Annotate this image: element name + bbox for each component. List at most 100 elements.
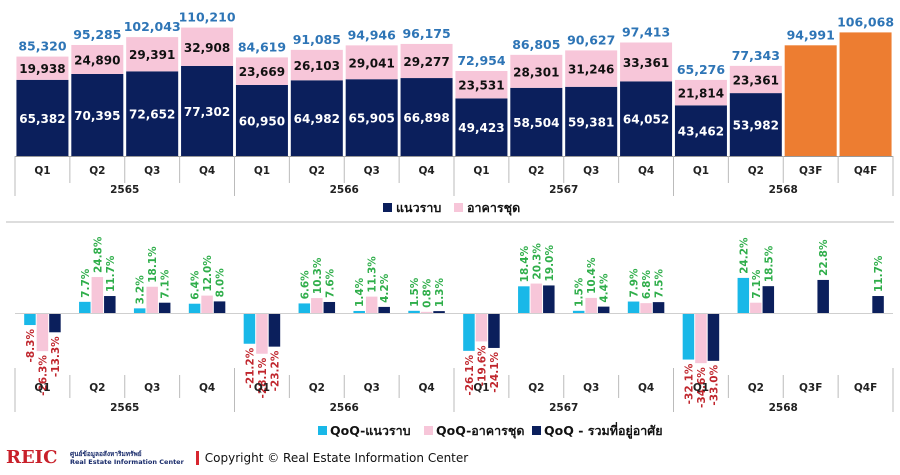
quarter-tick-label: Q2 <box>748 165 764 177</box>
qoq-bar <box>79 301 91 313</box>
qoq-bar-label: -28.1% <box>257 357 269 398</box>
bar-label-condo: 24,890 <box>74 53 120 67</box>
bottom-chart-legend: QoQ-แนวราบ QoQ-อาคารชุด QoQ - รวมที่อยู่อา… <box>318 422 663 439</box>
quarter-tick-label: Q4 <box>638 382 654 394</box>
qoq-bar-label: 6.8% <box>641 270 653 300</box>
legend-label-qoq: QoQ-อาคารชุด <box>436 423 524 439</box>
quarter-tick-label: Q1 <box>254 165 270 177</box>
top-chart-axis: Q1 Q2 Q3 Q4 Q1 Q2 Q3 Q4 Q1 Q2 Q3 Q4 Q1 Q2 Q3F Q4F 2565 25… <box>14 156 894 196</box>
qoq-bar-label: 1.5% <box>574 277 586 307</box>
qoq-bar-label: 1.4% <box>354 277 366 307</box>
bar-label-detached: 49,423 <box>458 121 504 135</box>
year-tick-label: 2565 <box>110 184 139 196</box>
bar-segment-condo <box>565 50 618 87</box>
qoq-bar-label: 7.9% <box>629 268 641 298</box>
qoq-bar <box>408 310 420 313</box>
quarter-tick-label: Q2 <box>309 382 325 394</box>
qoq-bar <box>488 313 500 348</box>
bar-segment-condo <box>620 42 673 82</box>
qoq-bar-label: 6.4% <box>190 270 202 300</box>
qoq-bar-label: 7.1% <box>160 269 172 299</box>
logo-text: ศูนย์ข้อมูลอสังหาริมทรัพย์ Real Estate I… <box>70 450 184 466</box>
qoq-bar-label: -32.1% <box>683 363 695 404</box>
bar-total-label: 106,068 <box>837 14 894 29</box>
legend-swatch-qoq <box>532 426 541 435</box>
year-tick-label: 2565 <box>110 402 139 414</box>
bar-total-label: 90,627 <box>567 32 615 47</box>
bar-total-label: 96,175 <box>402 26 450 41</box>
bar-label-condo: 19,938 <box>19 62 65 76</box>
quarter-tick-label: Q2 <box>528 165 544 177</box>
bar-label-condo: 33,361 <box>623 56 669 70</box>
bar-label-detached: 64,052 <box>623 113 669 127</box>
qoq-bar <box>268 313 281 347</box>
bar-total-label: 85,320 <box>18 39 67 54</box>
legend-swatch-condo <box>454 203 463 212</box>
stacked-bar-chart: 65,382 19,938 85,320 70,395 24,890 95,285 72,6… <box>16 10 894 156</box>
bar-label-condo: 31,246 <box>568 63 614 77</box>
quarter-tick-label: Q1 <box>473 382 489 394</box>
year-tick-label: 2568 <box>769 402 798 414</box>
bar-segment-condo <box>729 65 782 94</box>
bar-total-label: 86,805 <box>512 37 560 52</box>
qoq-bar <box>49 313 61 333</box>
bar-label-detached: 53,982 <box>733 119 779 133</box>
bar-total-label: 94,991 <box>787 27 835 42</box>
bar-label-condo: 28,301 <box>513 65 559 79</box>
qoq-bar <box>311 298 323 313</box>
quarter-tick-label: Q4F <box>854 382 877 394</box>
bar-label-condo: 32,908 <box>184 41 230 55</box>
bar-segment-detached <box>16 79 69 156</box>
qoq-bar-label: 18.5% <box>763 245 775 282</box>
bar-label-condo: 23,669 <box>239 65 285 79</box>
bar-total-label: 94,946 <box>348 27 397 42</box>
qoq-bar-label: -26.1% <box>464 354 476 395</box>
qoq-bar-label: 4.4% <box>599 273 611 303</box>
bar-segment-detached <box>620 81 673 156</box>
quarter-tick-label: Q4F <box>854 165 877 177</box>
qoq-bar <box>475 313 488 342</box>
qoq-bar-label: 0.8% <box>422 278 434 308</box>
qoq-bar-label: 11.7% <box>105 255 117 292</box>
quarter-tick-label: Q1 <box>34 382 50 394</box>
quarter-tick-label: Q4 <box>418 382 434 394</box>
qoq-bar <box>543 285 555 313</box>
bar-label-condo: 21,814 <box>678 87 724 101</box>
legend-label-condo: อาคารชุด <box>467 200 520 216</box>
qoq-bar <box>652 302 665 313</box>
bar-total-label: 91,085 <box>293 32 341 47</box>
qoq-bar <box>36 313 49 352</box>
bar-forecast <box>839 32 892 156</box>
qoq-bar-label: -33.0% <box>708 364 720 405</box>
legend-swatch-qoq <box>424 426 433 435</box>
quarter-tick-label: Q3 <box>583 165 599 177</box>
qoq-bar <box>585 297 597 313</box>
qoq-bar <box>597 306 610 313</box>
qoq-bar-label: -26.3% <box>37 355 49 396</box>
qoq-bar-label: 7.7% <box>80 268 92 298</box>
bar-segment-detached <box>71 73 124 156</box>
bar-total-label: 95,285 <box>73 27 121 42</box>
bar-forecast <box>784 45 837 156</box>
bar-segment-condo <box>290 49 343 81</box>
bar-label-detached: 66,898 <box>403 111 449 125</box>
qoq-bar-label: -19.6% <box>476 345 488 386</box>
bar-label-detached: 72,652 <box>129 108 175 122</box>
qoq-bar <box>323 301 336 313</box>
bar-label-condo: 29,277 <box>403 55 449 69</box>
bar-total-label: 97,413 <box>622 24 670 39</box>
qoq-bar-label: 24.2% <box>738 237 750 274</box>
logo-line-english: Real Estate Information Center <box>70 458 184 466</box>
qoq-bar-label: 10.3% <box>312 257 324 294</box>
qoq-bar-label: 7.1% <box>751 269 763 299</box>
qoq-bar <box>530 283 543 313</box>
bar-label-condo: 29,391 <box>129 48 175 62</box>
logo-mark: REIC <box>6 447 58 468</box>
qoq-bar-label: -23.2% <box>269 350 281 391</box>
qoq-bar <box>133 308 146 313</box>
bar-segment-condo <box>181 27 234 66</box>
qoq-bar <box>365 296 378 313</box>
qoq-bar <box>420 311 433 313</box>
bar-label-condo: 26,103 <box>294 59 340 73</box>
